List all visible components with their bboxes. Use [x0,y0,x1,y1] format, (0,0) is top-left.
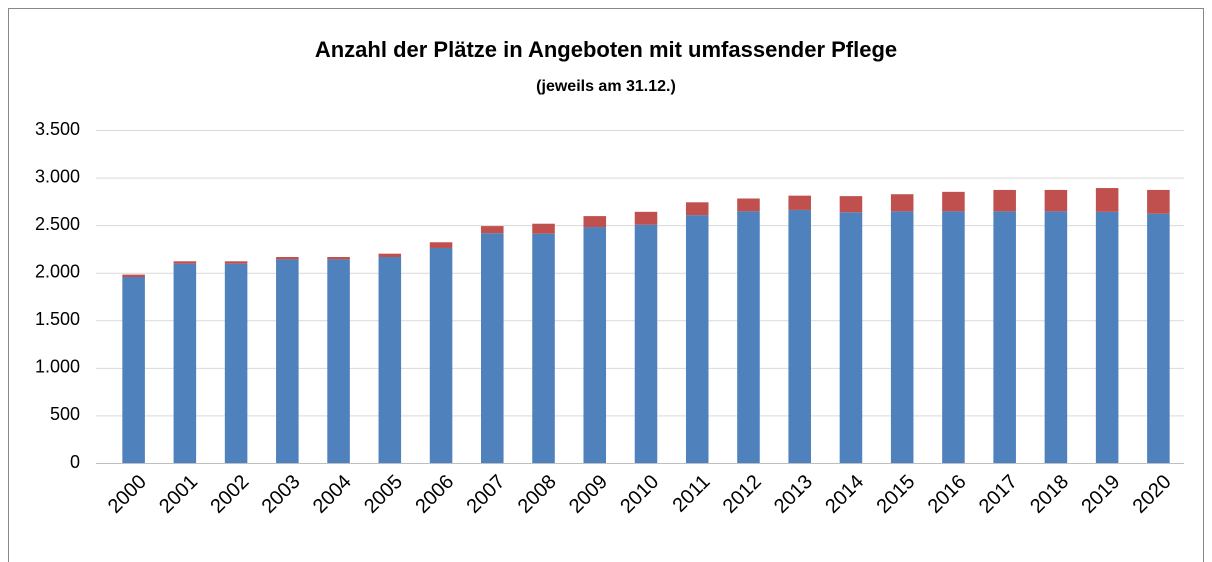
bar-segment [737,211,760,463]
bar-segment [634,224,658,463]
bar-segment [122,276,145,463]
bar-segment [737,198,760,212]
bar-segment [173,261,197,264]
bar-segment [993,211,1016,463]
bar-segment [224,261,248,264]
bar-segment [1044,211,1068,463]
bar-segment [276,259,299,463]
bar-segment [942,191,965,212]
y-tick-label: 0 [70,452,80,472]
bar-segment [378,253,402,258]
bar-segment [173,263,197,463]
chart-subtitle: (jeweils am 31.12.) [536,78,676,95]
bar-segment [276,257,299,260]
chart-title: Anzahl der Plätze in Angeboten mit umfas… [315,37,897,62]
bar-segment [1044,189,1068,212]
bar-segment [327,257,350,260]
bar-segment [1095,211,1119,463]
bar-segment [634,211,658,225]
bar-segment [788,195,811,210]
bar-segment [685,202,709,216]
bar-segment [890,194,914,212]
bar-segment [583,216,607,228]
bar-segment [993,189,1016,212]
y-tick-label: 2.500 [35,214,80,234]
y-tick-label: 500 [50,404,80,424]
bar-segment [378,257,402,463]
bar-segment [532,223,555,234]
bar-segment [788,209,811,463]
y-tick-label: 3.000 [35,166,80,186]
bar-segment [481,233,504,463]
bar-segment [429,242,453,248]
bar-segment [1095,188,1119,212]
y-tick-label: 3.500 [35,119,80,139]
bar-segment [1147,189,1170,214]
bar-segment [583,227,607,463]
bar-segment [327,259,350,463]
bar-segment [839,212,863,463]
bar-segment [429,247,453,463]
bar-segment [122,274,145,277]
y-tick-label: 1.000 [35,357,80,377]
bar-segment [942,211,965,463]
y-tick-label: 1.500 [35,309,80,329]
bar-segment [532,233,555,463]
y-tick-label: 2.000 [35,261,80,281]
bar-segment [481,226,504,234]
bar-segment [1147,213,1170,463]
bar-segment [890,211,914,463]
bar-segment [685,215,709,463]
bar-segment [224,263,248,463]
bar-segment [839,196,863,213]
